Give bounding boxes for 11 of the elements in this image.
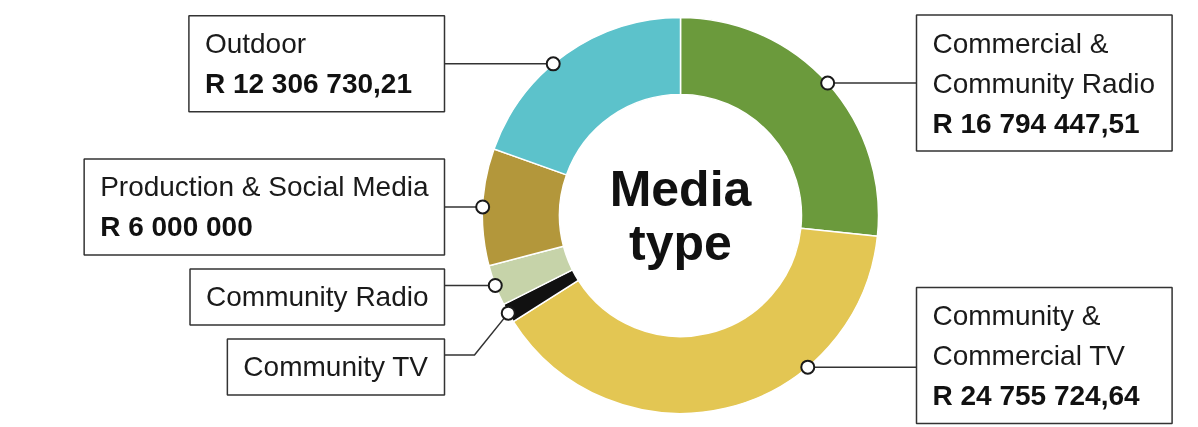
- slice-label: Outdoor: [204, 28, 307, 60]
- slice-label: Commercial & Community Radio: [932, 27, 1156, 99]
- data-label: R 6 000 000: [100, 211, 253, 243]
- text: Media type: [609, 160, 753, 271]
- slice-label: Community TV: [243, 351, 429, 383]
- data-label: R 16 794 447,51: [932, 107, 1140, 139]
- slice-label: Production & Social Media: [100, 171, 429, 203]
- slice-label: Community & Commercial TV: [932, 300, 1126, 371]
- data-label: R 12 306 730,21: [204, 68, 412, 100]
- data-label: R 24 755 724,64: [932, 380, 1140, 411]
- slice-label: Community Radio: [206, 281, 429, 313]
